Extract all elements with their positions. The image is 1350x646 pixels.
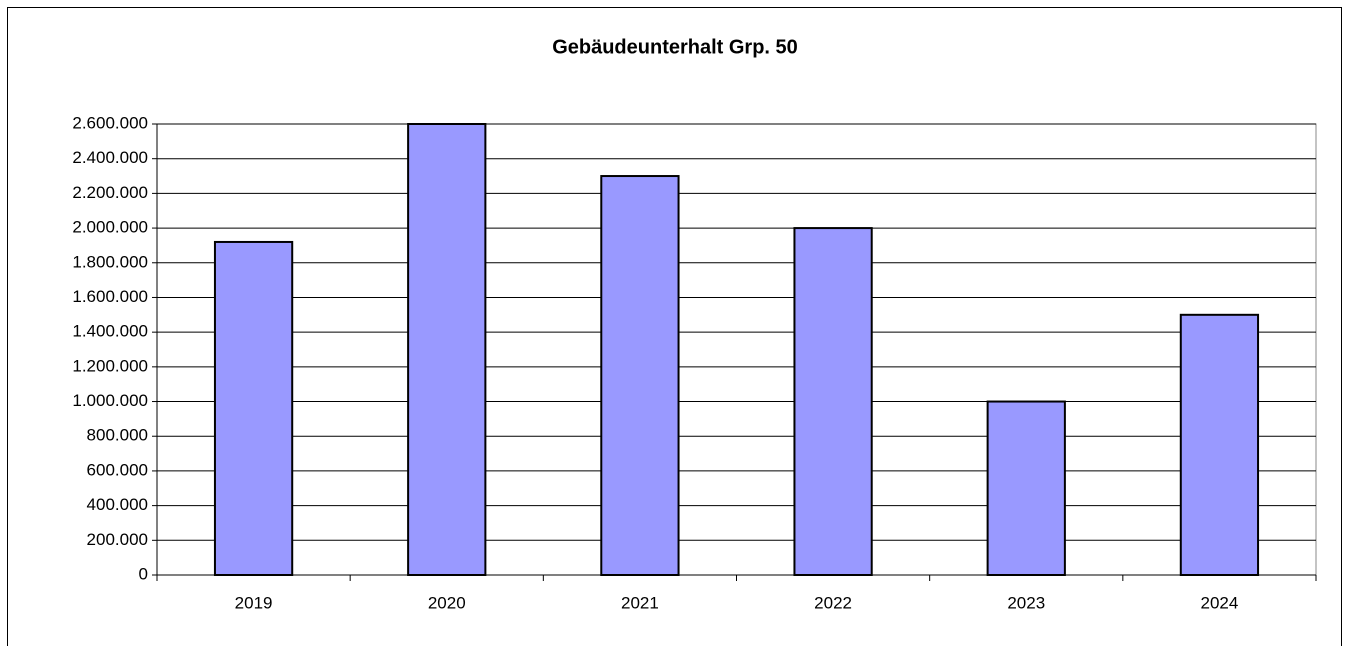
y-tick-label: 2.200.000 xyxy=(72,183,148,202)
y-tick-label: 400.000 xyxy=(87,495,148,514)
bar xyxy=(793,227,873,576)
bar xyxy=(407,123,487,576)
y-tick-label: 1.800.000 xyxy=(72,252,148,271)
chart-title: Gebäudeunterhalt Grp. 50 xyxy=(552,36,798,58)
y-tick-label: 2.600.000 xyxy=(72,113,148,132)
x-tick-label: 2020 xyxy=(428,593,466,612)
y-tick-label: 1.600.000 xyxy=(72,287,148,306)
y-tick-label: 0 xyxy=(139,564,148,583)
x-tick-label: 2023 xyxy=(1007,593,1045,612)
x-tick-label: 2019 xyxy=(235,593,273,612)
bar xyxy=(600,175,680,577)
plot-area xyxy=(156,123,1317,576)
y-tick-label: 1.400.000 xyxy=(72,322,148,341)
x-tick-label: 2024 xyxy=(1201,593,1239,612)
y-tick-label: 1.000.000 xyxy=(72,391,148,410)
bar xyxy=(986,400,1066,576)
y-tick-label: 800.000 xyxy=(87,426,148,445)
bar xyxy=(213,240,294,576)
y-tick-label: 2.400.000 xyxy=(72,148,148,167)
y-tick-label: 200.000 xyxy=(87,530,148,549)
y-tick-label: 1.200.000 xyxy=(72,356,148,375)
y-tick-label: 2.000.000 xyxy=(72,218,148,237)
x-tick-label: 2021 xyxy=(621,593,659,612)
y-tick-label: 600.000 xyxy=(87,460,148,479)
x-tick-label: 2022 xyxy=(814,593,852,612)
bar xyxy=(1179,313,1260,576)
